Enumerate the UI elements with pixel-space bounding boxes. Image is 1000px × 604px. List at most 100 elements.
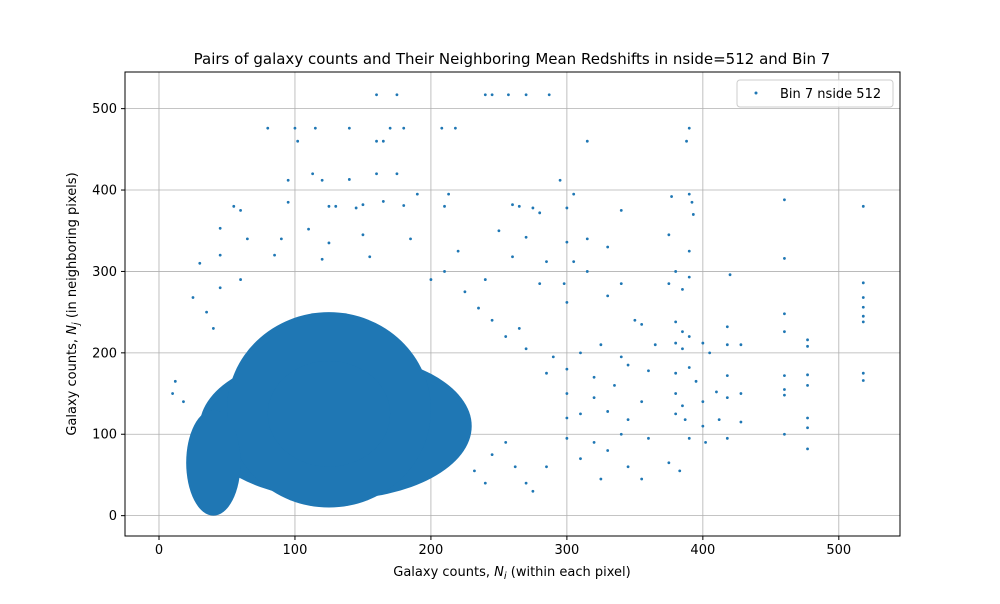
data-point-131 bbox=[592, 396, 596, 400]
data-point-65 bbox=[667, 233, 671, 237]
data-point-70 bbox=[320, 257, 324, 261]
x-axis-label-main: Galaxy counts, bbox=[393, 565, 494, 580]
data-point-61 bbox=[524, 235, 528, 239]
data-point-21 bbox=[286, 178, 290, 182]
x-tick-label-0: 0 bbox=[155, 543, 163, 558]
data-point-140 bbox=[783, 388, 786, 391]
data-point-0 bbox=[375, 93, 378, 97]
data-point-165 bbox=[579, 457, 582, 461]
data-point-63 bbox=[585, 237, 589, 241]
data-point-35 bbox=[861, 204, 865, 208]
data-point-141 bbox=[783, 393, 786, 397]
data-point-66 bbox=[687, 249, 691, 253]
data-point-164 bbox=[806, 447, 809, 451]
data-point-144 bbox=[579, 412, 582, 416]
data-point-43 bbox=[381, 200, 385, 203]
data-point-9 bbox=[313, 126, 317, 130]
data-point-48 bbox=[531, 206, 535, 210]
data-point-28 bbox=[447, 192, 450, 196]
data-point-69 bbox=[273, 253, 276, 257]
data-point-39 bbox=[327, 204, 331, 208]
data-point-81 bbox=[861, 281, 865, 285]
data-point-109 bbox=[674, 341, 678, 345]
data-points bbox=[171, 93, 865, 516]
data-point-50 bbox=[565, 206, 569, 210]
data-point-8 bbox=[293, 126, 297, 130]
data-point-153 bbox=[806, 426, 809, 430]
data-point-75 bbox=[572, 260, 576, 264]
data-point-136 bbox=[701, 400, 705, 404]
data-point-56 bbox=[307, 227, 310, 231]
data-point-171 bbox=[545, 465, 548, 469]
data-point-156 bbox=[619, 432, 623, 436]
data-point-24 bbox=[347, 178, 351, 181]
data-point-71 bbox=[368, 255, 372, 259]
dense-region-2 bbox=[267, 360, 391, 467]
data-point-142 bbox=[806, 384, 809, 387]
data-point-19 bbox=[585, 139, 589, 143]
data-point-121 bbox=[647, 369, 650, 373]
y-axis-label-var: N bbox=[65, 325, 80, 335]
data-point-163 bbox=[783, 432, 786, 436]
data-point-175 bbox=[517, 327, 521, 330]
data-point-74 bbox=[545, 260, 548, 264]
data-point-93 bbox=[606, 294, 610, 298]
data-point-101 bbox=[783, 330, 786, 334]
y-tick-label-5: 500 bbox=[92, 102, 117, 117]
data-point-188 bbox=[182, 400, 185, 404]
data-point-59 bbox=[409, 237, 412, 241]
x-axis-label-tail: (within each pixel) bbox=[507, 565, 631, 580]
data-point-161 bbox=[704, 440, 707, 444]
data-point-88 bbox=[562, 282, 566, 286]
y-axis-label: Galaxy counts, Nj (in neighboring pixels… bbox=[65, 172, 82, 435]
x-tick-label-5: 500 bbox=[826, 543, 851, 558]
x-tick-label-1: 100 bbox=[283, 543, 308, 558]
data-point-110 bbox=[681, 347, 684, 351]
data-point-40 bbox=[334, 204, 338, 208]
data-point-113 bbox=[725, 343, 729, 347]
y-axis-label-main: Galaxy counts, bbox=[65, 335, 80, 436]
data-point-130 bbox=[565, 392, 569, 395]
data-point-15 bbox=[687, 126, 691, 130]
data-point-158 bbox=[667, 461, 671, 465]
data-point-3 bbox=[490, 93, 494, 97]
chart-title: Pairs of galaxy counts and Their Neighbo… bbox=[194, 50, 831, 68]
data-point-182 bbox=[490, 453, 494, 456]
data-point-118 bbox=[565, 367, 569, 371]
data-point-1 bbox=[395, 93, 399, 97]
data-point-7 bbox=[266, 126, 270, 130]
data-point-25 bbox=[375, 172, 378, 176]
data-point-36 bbox=[232, 204, 236, 208]
data-point-80 bbox=[783, 257, 786, 260]
data-point-14 bbox=[453, 126, 457, 130]
data-point-179 bbox=[477, 306, 480, 310]
data-point-97 bbox=[681, 330, 684, 334]
data-point-49 bbox=[538, 211, 542, 215]
data-point-168 bbox=[599, 477, 603, 481]
data-point-116 bbox=[806, 344, 809, 348]
data-point-33 bbox=[690, 200, 694, 204]
data-point-149 bbox=[701, 424, 705, 428]
data-point-22 bbox=[311, 172, 315, 176]
x-tick-label-3: 300 bbox=[554, 543, 579, 558]
data-point-132 bbox=[613, 384, 616, 387]
data-point-31 bbox=[670, 195, 673, 198]
data-point-172 bbox=[531, 489, 535, 493]
data-point-86 bbox=[483, 278, 487, 281]
data-point-57 bbox=[327, 241, 331, 245]
data-point-85 bbox=[429, 278, 433, 281]
y-axis-label-tail: (in neighboring pixels) bbox=[65, 172, 80, 322]
data-point-77 bbox=[674, 270, 678, 273]
data-point-166 bbox=[606, 449, 610, 452]
data-point-126 bbox=[783, 374, 786, 378]
data-point-150 bbox=[717, 418, 721, 421]
data-point-112 bbox=[708, 351, 712, 355]
data-point-180 bbox=[463, 290, 467, 294]
data-point-181 bbox=[443, 270, 446, 273]
plot-frame bbox=[124, 71, 901, 537]
data-point-186 bbox=[483, 481, 487, 485]
data-point-119 bbox=[592, 375, 596, 379]
data-point-32 bbox=[687, 192, 691, 196]
